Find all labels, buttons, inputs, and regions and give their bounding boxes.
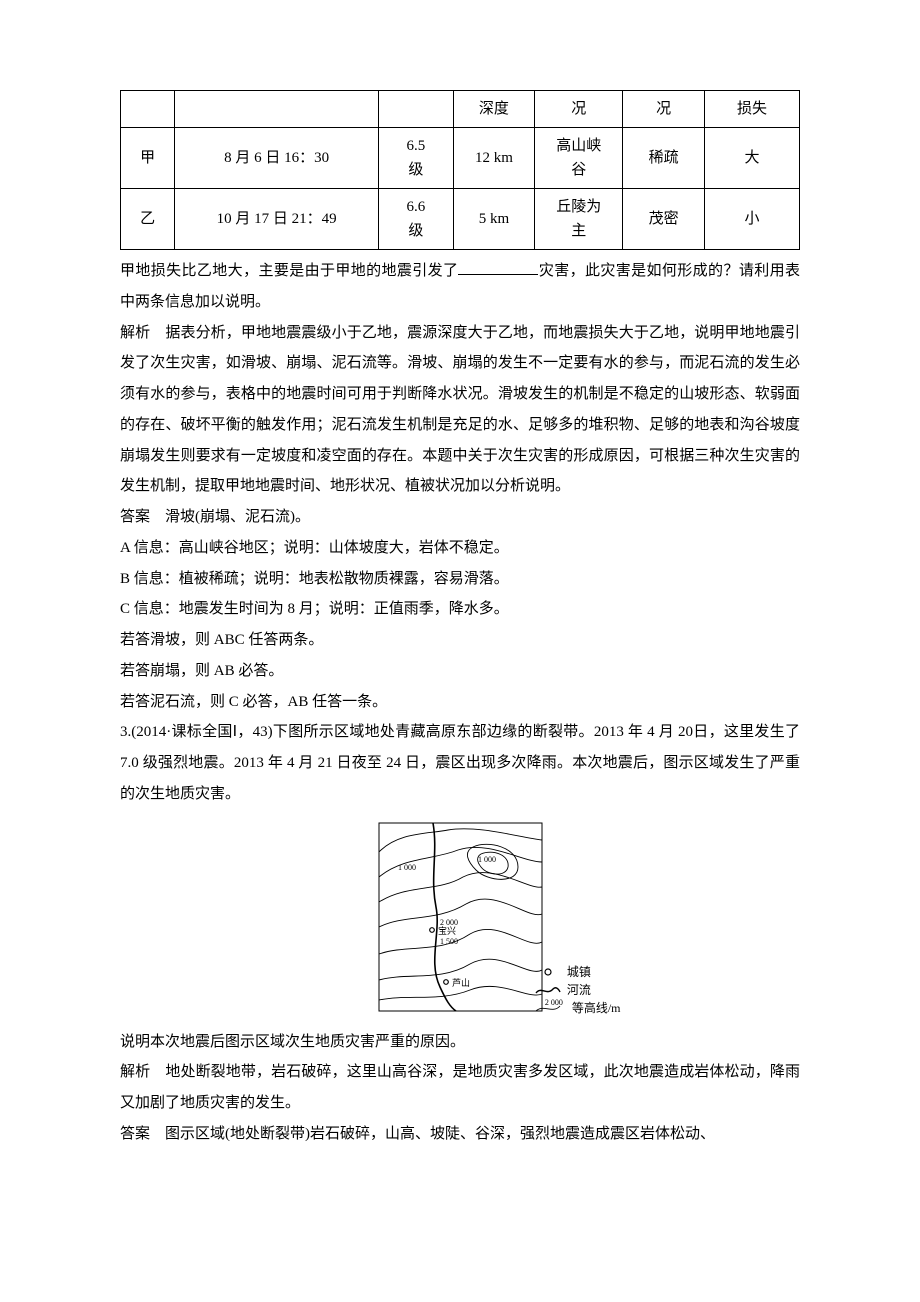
contour-map: 1 000 1 000 2 000 1 500 宝兴 芦山 <box>378 822 543 1012</box>
table-row: 甲 8 月 6 日 16：30 6.5 级 12 km 高山峡 谷 稀疏 大 <box>121 128 800 189</box>
legend-row-contour: 2 000 等高线/m <box>534 999 621 1017</box>
info-a: A 信息：高山峡谷地区；说明：山体坡度大，岩体不稳定。 <box>120 533 800 564</box>
legend-label-town: 城镇 <box>567 963 591 981</box>
map-place-baoxing: 宝兴 <box>438 925 456 936</box>
earthquake-table: 深度 况 况 损失 甲 8 月 6 日 16：30 6.5 级 12 km 高山… <box>120 90 800 250</box>
question-text-a: 甲地损失比乙地大，主要是由于甲地的地震引发了 <box>120 263 458 279</box>
header-cell: 损失 <box>704 91 799 128</box>
table-cell: 稀疏 <box>623 128 704 189</box>
header-cell <box>175 91 379 128</box>
table-cell: 12 km <box>453 128 534 189</box>
cell-line: 级 <box>408 162 423 178</box>
table-cell: 6.5 级 <box>379 128 454 189</box>
note-2: 若答崩塌，则 AB 必答。 <box>120 656 800 687</box>
header-cell <box>379 91 454 128</box>
town-symbol <box>534 966 562 978</box>
cell-line: 级 <box>408 223 423 239</box>
cell-line: 谷 <box>571 162 586 178</box>
map-label-1000b: 1 000 <box>398 863 416 872</box>
figure-inner: 1 000 1 000 2 000 1 500 宝兴 芦山 城镇 <box>378 822 543 1017</box>
question-3: 3.(2014·课标全国Ⅰ，43)下图所示区域地处青藏高原东部边缘的断裂带。20… <box>120 717 800 809</box>
cell-line: 6.6 <box>406 199 425 215</box>
table-cell: 丘陵为 主 <box>535 189 623 250</box>
note-1: 若答滑坡，则 ABC 任答两条。 <box>120 625 800 656</box>
question-explain: 说明本次地震后图示区域次生地质灾害严重的原因。 <box>120 1027 800 1058</box>
header-cell <box>121 91 175 128</box>
table-cell: 茂密 <box>623 189 704 250</box>
table-cell: 高山峡 谷 <box>535 128 623 189</box>
table-cell: 甲 <box>121 128 175 189</box>
table-cell: 6.6 级 <box>379 189 454 250</box>
table-cell: 5 km <box>453 189 534 250</box>
info-c: C 信息：地震发生时间为 8 月；说明：正值雨季，降水多。 <box>120 594 800 625</box>
note-3: 若答泥石流，则 C 必答，AB 任答一条。 <box>120 687 800 718</box>
table-row: 乙 10 月 17 日 21：49 6.6 级 5 km 丘陵为 主 茂密 小 <box>121 189 800 250</box>
table-cell: 小 <box>704 189 799 250</box>
cell-line: 主 <box>571 223 586 239</box>
answer-paragraph: 答案 滑坡(崩塌、泥石流)。 <box>120 502 800 533</box>
answer-2: 答案 图示区域(地处断裂带)岩石破碎，山高、坡陡、谷深，强烈地震造成震区岩体松动… <box>120 1119 800 1150</box>
page: 深度 况 况 损失 甲 8 月 6 日 16：30 6.5 级 12 km 高山… <box>0 0 920 1220</box>
map-legend: 城镇 河流 2 000 等高线/m <box>534 963 621 1017</box>
legend-label-river: 河流 <box>567 981 591 999</box>
cell-line: 高山峡 <box>556 138 601 154</box>
legend-contour-sample: 2 000 <box>545 997 563 1009</box>
question-paragraph: 甲地损失比乙地大，主要是由于甲地的地震引发了灾害，此灾害是如何形成的？请利用表中… <box>120 256 800 318</box>
table-header-row: 深度 况 况 损失 <box>121 91 800 128</box>
cell-line: 丘陵为 <box>556 199 601 215</box>
table-cell: 乙 <box>121 189 175 250</box>
figure-container: 1 000 1 000 2 000 1 500 宝兴 芦山 城镇 <box>120 822 800 1017</box>
map-place-lushan: 芦山 <box>452 978 470 988</box>
analysis-2: 解析 地处断裂地带，岩石破碎，这里山高谷深，是地质灾害多发区域，此次地震造成岩体… <box>120 1057 800 1119</box>
info-b: B 信息：植被稀疏；说明：地表松散物质裸露，容易滑落。 <box>120 564 800 595</box>
analysis-paragraph: 解析 据表分析，甲地地震震级小于乙地，震源深度大于乙地，而地震损失大于乙地，说明… <box>120 318 800 503</box>
fill-blank <box>458 260 538 275</box>
map-label-1000a: 1 000 <box>478 855 496 864</box>
header-cell: 况 <box>535 91 623 128</box>
table-cell: 10 月 17 日 21：49 <box>175 189 379 250</box>
legend-row-town: 城镇 <box>534 963 621 981</box>
map-label-1500: 1 500 <box>440 937 458 946</box>
header-cell: 深度 <box>453 91 534 128</box>
river-symbol <box>534 984 562 996</box>
table-cell: 8 月 6 日 16：30 <box>175 128 379 189</box>
table-cell: 大 <box>704 128 799 189</box>
legend-label-contour: 等高线/m <box>572 999 621 1017</box>
cell-line: 6.5 <box>406 138 425 154</box>
header-cell: 况 <box>623 91 704 128</box>
